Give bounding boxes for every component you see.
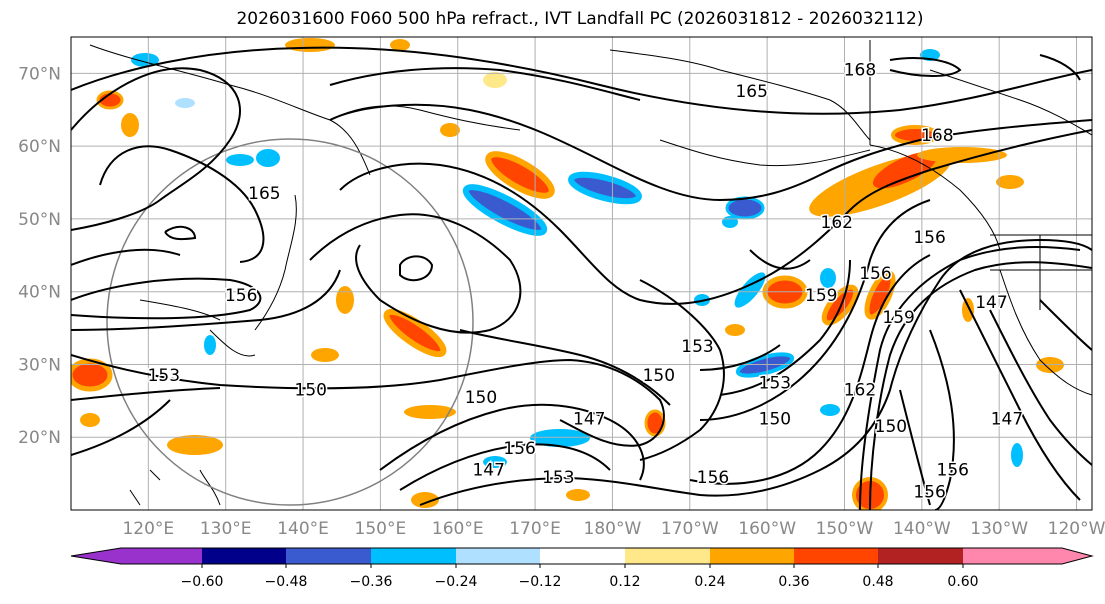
map-title: 2026031600 F060 500 hPa refract., IVT La… bbox=[236, 9, 924, 29]
contour-label: 150 bbox=[643, 366, 675, 386]
colorbar-band bbox=[371, 548, 456, 564]
longitude-tick-label: 180°W bbox=[584, 519, 642, 539]
contour-label: 156 bbox=[913, 482, 945, 502]
contour-label: 156 bbox=[913, 228, 945, 248]
latitude-tick-label: 50°N bbox=[18, 210, 61, 230]
contour-label: 150 bbox=[875, 417, 907, 437]
contour-label: 153 bbox=[759, 373, 791, 393]
longitude-tick-label: 130°E bbox=[200, 519, 252, 539]
contour-label: 156 bbox=[697, 468, 729, 488]
contour-label: 147 bbox=[975, 293, 1007, 313]
colorbar-band bbox=[286, 548, 371, 564]
longitude-tick-label: 140°W bbox=[893, 519, 951, 539]
contour-label: 156 bbox=[859, 264, 891, 284]
colorbar-band bbox=[710, 548, 794, 564]
longitude-tick-label: 140°E bbox=[277, 519, 329, 539]
contour-label: 153 bbox=[542, 468, 574, 488]
longitude-tick-label: 150°E bbox=[355, 519, 407, 539]
longitude-tick-label: 170°E bbox=[509, 519, 561, 539]
contour-label: 156 bbox=[225, 286, 257, 306]
refractivity-contours bbox=[71, 46, 1092, 510]
colorbar-band bbox=[202, 548, 286, 564]
coastlines bbox=[89, 40, 1092, 506]
colorbar-tick-label: −0.24 bbox=[435, 574, 478, 590]
contour-label: 156 bbox=[503, 439, 535, 459]
colorbar-tick-label: −0.36 bbox=[350, 574, 393, 590]
contour-label: 162 bbox=[821, 213, 853, 233]
longitude-tick-label: 170°W bbox=[661, 519, 719, 539]
colorbar-band bbox=[878, 548, 963, 564]
colorbar-tick-label: 0.48 bbox=[862, 574, 893, 590]
colorbar-tick-label: 0.12 bbox=[609, 574, 640, 590]
latitude-tick-label: 60°N bbox=[18, 137, 61, 157]
latitude-tick-label: 20°N bbox=[18, 428, 61, 448]
colorbar-tick-label: −0.60 bbox=[181, 574, 224, 590]
latitude-labels: 70°N 60°N 50°N 40°N 30°N 20°N bbox=[18, 64, 61, 448]
colorbar-tick-label: −0.48 bbox=[265, 574, 308, 590]
colorbar-tick-label: 0.60 bbox=[947, 574, 978, 590]
landfall-radius-circle bbox=[106, 138, 474, 506]
contour-label: 147 bbox=[573, 410, 605, 430]
longitude-tick-label: 130°W bbox=[970, 519, 1028, 539]
contour-label: 162 bbox=[844, 381, 876, 401]
contour-label: 156 bbox=[937, 461, 969, 481]
latitude-tick-label: 40°N bbox=[18, 283, 61, 303]
contour-label: 153 bbox=[148, 366, 180, 386]
contour-label: 153 bbox=[681, 337, 713, 357]
map-frame bbox=[70, 36, 1093, 511]
colorbar-band bbox=[540, 548, 625, 564]
colorbar: −0.60 −0.48 −0.36 −0.24 −0.12 0.12 0.24 0.36 0.4… bbox=[70, 547, 1094, 590]
latitude-tick-label: 70°N bbox=[18, 64, 61, 84]
longitude-tick-label: 120°W bbox=[1048, 519, 1105, 539]
contour-label: 147 bbox=[991, 410, 1023, 430]
contour-label: 168 bbox=[844, 60, 876, 80]
contour-label: 159 bbox=[882, 308, 914, 328]
latitude-tick-label: 30°N bbox=[18, 355, 61, 375]
colorbar-band bbox=[71, 548, 202, 564]
contour-label: 159 bbox=[0, 264, 10, 284]
longitude-labels: 120°E 130°E 140°E 150°E 160°E 170°E 180°W 170°W… bbox=[122, 519, 1105, 539]
colorbar-band bbox=[625, 548, 710, 564]
contour-labels: 1681651681651621561591561561591591471531… bbox=[0, 59, 1025, 504]
contour-label: 150 bbox=[295, 381, 327, 401]
colorbar-band bbox=[456, 548, 540, 564]
contour-label: 165 bbox=[248, 184, 280, 204]
colorbar-tick-label: 0.36 bbox=[778, 574, 809, 590]
colorbar-tick-label: 0.24 bbox=[694, 574, 725, 590]
longitude-tick-label: 160°E bbox=[432, 519, 484, 539]
colorbar-tick-label: −0.12 bbox=[519, 574, 562, 590]
colorbar-outline bbox=[70, 547, 1094, 565]
colorbar-band bbox=[963, 548, 1092, 564]
contour-label: 150 bbox=[759, 410, 791, 430]
contour-label: 168 bbox=[921, 126, 953, 146]
contour-label: 147 bbox=[472, 461, 504, 481]
longitude-tick-label: 150°W bbox=[816, 519, 874, 539]
contour-label: 165 bbox=[735, 82, 767, 102]
contour-label: 150 bbox=[465, 388, 497, 408]
longitude-tick-label: 120°E bbox=[122, 519, 174, 539]
longitude-tick-label: 160°W bbox=[738, 519, 796, 539]
contour-label-bg bbox=[0, 264, 11, 282]
colorbar-band bbox=[794, 548, 878, 564]
contour-label: 159 bbox=[805, 286, 837, 306]
